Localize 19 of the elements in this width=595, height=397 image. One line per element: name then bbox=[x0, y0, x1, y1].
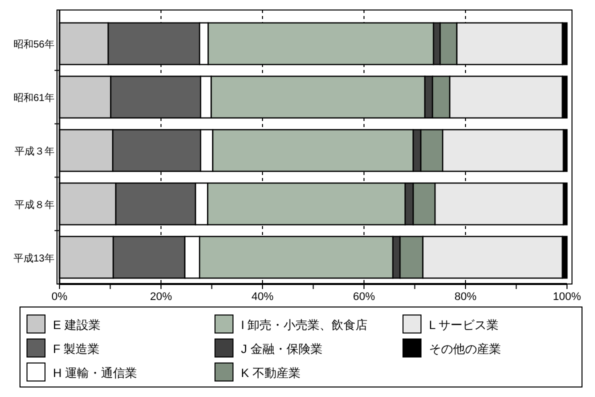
legend-label: E 建設業 bbox=[53, 318, 100, 332]
y-tick-label: 昭和61年 bbox=[13, 92, 54, 104]
x-tick-label: 40% bbox=[251, 291, 274, 303]
y-tick-label: 昭和56年 bbox=[13, 38, 54, 51]
legend-label: K 不動産業 bbox=[241, 366, 300, 380]
legend-label: L サービス業 bbox=[429, 318, 499, 332]
x-tick-label: 60% bbox=[352, 291, 376, 303]
y-tick-label: 平成８年 bbox=[14, 198, 54, 211]
legend-label: F 製造業 bbox=[53, 342, 100, 356]
legend-label: J 金融・保険業 bbox=[241, 342, 322, 356]
x-tick-label: 0% bbox=[52, 291, 68, 303]
legend-label: I 卸売・小売業、飲食店 bbox=[241, 318, 368, 332]
x-tick-label: 100% bbox=[552, 291, 582, 303]
legend-label: その他の産業 bbox=[429, 342, 501, 356]
y-tick-label: 平成３年 bbox=[14, 146, 54, 158]
legend-label: H 運輸・通信業 bbox=[53, 366, 137, 380]
x-tick-label: 20% bbox=[150, 291, 172, 303]
y-tick-label: 平成13年 bbox=[13, 252, 54, 264]
x-tick-label: 80% bbox=[454, 291, 477, 303]
